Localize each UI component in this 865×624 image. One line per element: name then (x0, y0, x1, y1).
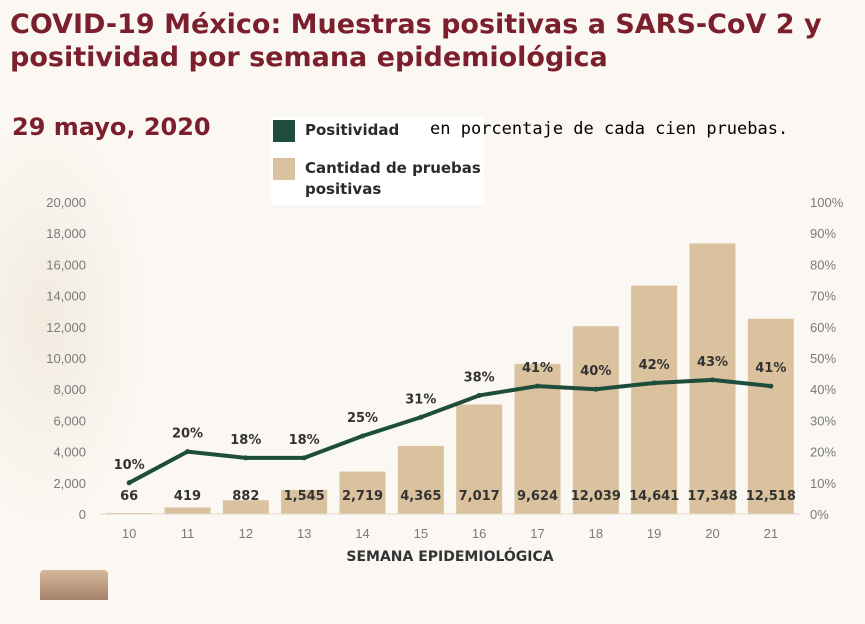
overlay-note: en porcentaje de cada cien pruebas. (430, 119, 789, 139)
x-tick: 14 (355, 526, 369, 541)
positividad-label: 42% (639, 358, 670, 373)
positividad-label: 25% (347, 411, 378, 426)
positividad-label: 41% (522, 361, 553, 376)
y-tick-left: 18,000 (46, 226, 86, 241)
x-axis-label: SEMANA EPIDEMIOLÓGICA (346, 547, 553, 565)
x-tick: 13 (297, 526, 311, 541)
x-tick: 20 (705, 526, 719, 541)
bar (456, 404, 503, 514)
legend-label-positividad: Positividad (305, 121, 400, 139)
y-tick-right: 10% (810, 476, 836, 491)
y-tick-left: 0 (79, 507, 86, 522)
chart-title: COVID-19 México: Muestras positivas a SA… (10, 9, 822, 73)
bar (631, 285, 678, 514)
y-tick-right: 40% (810, 382, 836, 397)
positividad-label: 18% (289, 433, 320, 448)
x-tick: 15 (414, 526, 428, 541)
y-tick-left: 6,000 (53, 413, 86, 428)
y-tick-left: 14,000 (46, 289, 86, 304)
bar-value-label: 7,017 (459, 489, 500, 504)
x-tick: 10 (122, 526, 136, 541)
bar (747, 318, 794, 514)
bar (339, 471, 386, 514)
positividad-point (651, 380, 657, 386)
bar (106, 512, 153, 514)
bar (222, 500, 269, 514)
positividad-point (301, 455, 307, 461)
government-logo (40, 570, 108, 600)
y-tick-left: 12,000 (46, 320, 86, 335)
y-tick-left: 20,000 (46, 195, 86, 210)
x-tick: 12 (239, 526, 253, 541)
y-tick-left: 4,000 (53, 445, 86, 460)
positividad-point (535, 383, 540, 389)
bar-value-label: 4,365 (400, 489, 441, 504)
bar-value-label: 1,545 (284, 489, 325, 504)
positividad-label: 31% (405, 392, 436, 407)
positividad-point (418, 414, 424, 420)
bar-value-label: 17,348 (687, 489, 737, 504)
positividad-point (476, 392, 482, 398)
y-tick-right: 90% (810, 226, 836, 241)
bar-value-label: 9,624 (517, 489, 558, 504)
bar-value-label: 2,719 (342, 489, 383, 504)
bar-value-label: 66 (120, 489, 138, 504)
x-tick: 18 (589, 526, 603, 541)
x-tick: 11 (181, 526, 195, 541)
y-tick-right: 50% (810, 351, 836, 366)
positividad-label: 40% (580, 364, 611, 379)
bar-value-label: 12,518 (746, 489, 796, 504)
positividad-point (185, 449, 190, 455)
bar (281, 489, 328, 514)
bar-value-label: 882 (232, 489, 259, 504)
y-tick-right: 80% (810, 257, 836, 272)
positividad-label: 43% (697, 355, 728, 370)
positividad-point (360, 433, 365, 439)
positividad-label: 20% (172, 427, 203, 442)
y-tick-right: 20% (810, 445, 836, 460)
positividad-point (768, 383, 774, 389)
positividad-label: 10% (114, 458, 145, 473)
bar (164, 507, 211, 514)
background-pattern (0, 110, 150, 530)
positividad-label: 38% (464, 370, 495, 385)
positividad-label: 18% (230, 433, 261, 448)
legend-swatch-pruebas (273, 158, 295, 180)
legend-label-pruebas: Cantidad de pruebas positivas (305, 159, 481, 198)
legend (271, 117, 484, 205)
y-tick-left: 10,000 (46, 351, 86, 366)
y-tick-right: 60% (810, 320, 836, 335)
y-tick-left: 16,000 (46, 257, 86, 272)
positividad-point (593, 386, 599, 392)
bar-value-label: 14,641 (629, 489, 679, 504)
bar (572, 326, 619, 514)
bar-value-label: 12,039 (571, 489, 621, 504)
y-tick-right: 100% (810, 195, 844, 210)
positividad-point (710, 377, 715, 383)
x-tick: 21 (764, 526, 778, 541)
legend-swatch-positividad (273, 120, 295, 142)
bar (397, 445, 444, 514)
y-tick-right: 30% (810, 413, 836, 428)
y-tick-left: 8,000 (53, 382, 86, 397)
date-label: 29 mayo, 2020 (12, 113, 211, 141)
positividad-point (126, 480, 132, 486)
x-tick: 16 (472, 526, 486, 541)
positividad-line (128, 377, 772, 485)
x-tick: 19 (647, 526, 661, 541)
y-tick-right: 70% (810, 289, 836, 304)
y-tick-right: 0% (810, 507, 829, 522)
y-tick-left: 2,000 (53, 476, 86, 491)
bar-value-label: 419 (174, 489, 201, 504)
positividad-label: 41% (755, 361, 786, 376)
x-tick: 17 (530, 526, 544, 541)
positividad-point (243, 455, 249, 461)
